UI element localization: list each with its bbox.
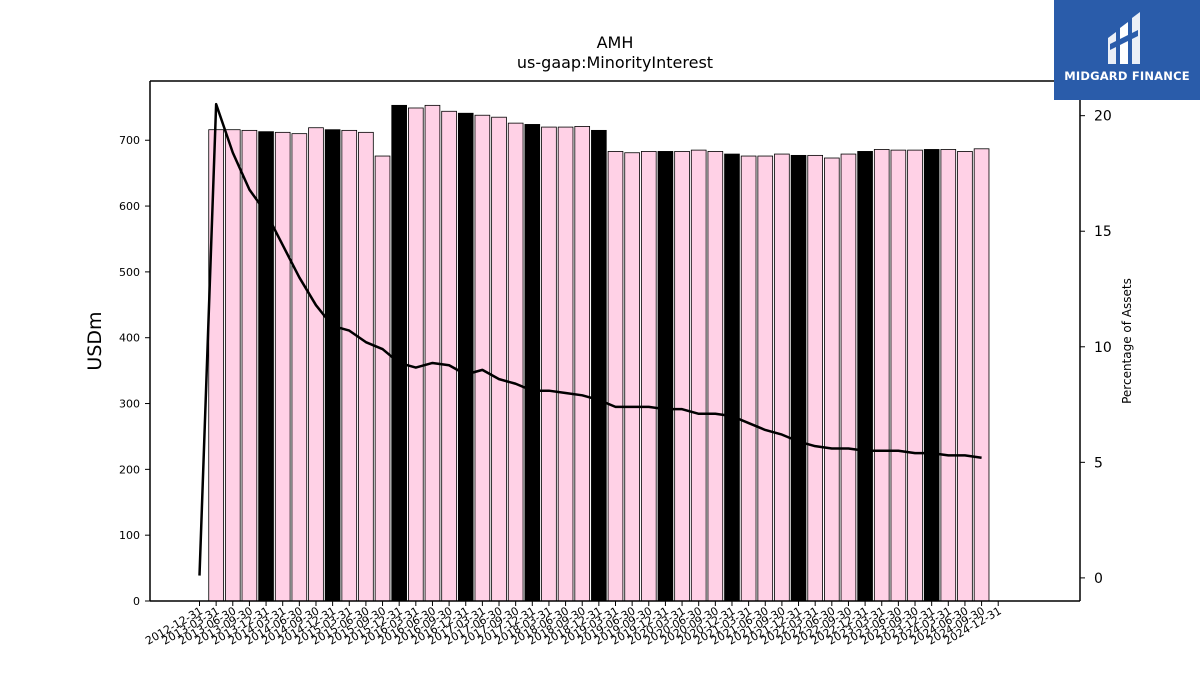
bar-2024-09-30 <box>973 148 990 602</box>
y-axis-ticks: 0 100 200 300 400 500 600 700 <box>119 134 150 608</box>
y-tick-label: 100 <box>119 529 140 542</box>
bar-2021-09-30 <box>774 153 790 602</box>
y2-axis-label: Percentage of Assets <box>1120 278 1134 404</box>
bar-2021-12-31 <box>790 154 807 602</box>
bar-2016-12-31 <box>457 112 474 602</box>
bar-2018-03-31 <box>541 126 557 602</box>
chart-subtitle: us-gaap:MinorityInterest <box>517 53 713 72</box>
y2-tick-label: 10 <box>1094 340 1112 356</box>
y-tick-label: 0 <box>133 595 140 608</box>
y2-tick-label: 0 <box>1094 571 1103 587</box>
bar-2013-12-31 <box>258 131 274 602</box>
y-tick-label: 500 <box>119 266 140 279</box>
bar-2023-06-30 <box>890 149 907 602</box>
bar-2018-12-31 <box>591 129 607 602</box>
logo-text: MIDGARD FINANCE <box>1064 69 1190 83</box>
bar-2022-12-31 <box>857 151 873 602</box>
bar-2018-06-30 <box>557 126 574 602</box>
y-tick-label: 700 <box>119 134 140 147</box>
y-axis-label: USDm <box>84 311 106 370</box>
bar-2014-06-30 <box>291 133 308 602</box>
bar-2014-09-30 <box>308 127 324 602</box>
bar-2023-03-31 <box>873 149 890 602</box>
brand-logo: MIDGARD FINANCE <box>1054 0 1200 100</box>
bar-2015-12-31 <box>391 104 407 602</box>
bar-2017-09-30 <box>507 122 524 602</box>
bar-2014-03-31 <box>274 131 291 602</box>
y-tick-label: 200 <box>119 463 140 476</box>
bar-2016-03-31 <box>408 107 424 602</box>
bar-2019-09-30 <box>640 151 657 602</box>
bar-2016-09-30 <box>441 110 457 602</box>
bar-2020-03-31 <box>674 151 690 602</box>
bar-2013-03-31 <box>208 129 224 602</box>
bar-2021-06-30 <box>757 155 774 602</box>
x-axis-ticks: 2012-12-312013-03-312013-06-302013-09-30… <box>143 601 1004 648</box>
bar-2013-09-30 <box>241 129 258 602</box>
y2-axis-ticks: 0 5 10 15 20 <box>1080 109 1112 587</box>
bar-2015-09-30 <box>374 155 391 602</box>
chart-title: AMH <box>597 33 634 52</box>
bar-2017-12-31 <box>524 124 541 602</box>
bar-2019-12-31 <box>657 151 674 602</box>
bar-2014-12-31 <box>324 129 341 602</box>
percentage-line <box>198 102 982 576</box>
bar-2023-12-31 <box>923 149 940 602</box>
bar-2019-06-30 <box>624 152 640 602</box>
bar-2013-06-30 <box>224 129 241 602</box>
line-group <box>198 102 982 576</box>
bar-2020-06-30 <box>690 149 707 602</box>
bar-2021-03-31 <box>740 155 757 602</box>
bar-2017-03-31 <box>474 114 491 602</box>
bar-2018-09-30 <box>574 126 591 602</box>
bar-2020-12-31 <box>724 153 740 602</box>
logo-mark-icon <box>1108 12 1140 64</box>
y-tick-label: 600 <box>119 200 140 213</box>
bar-2024-06-30 <box>957 151 973 602</box>
bars-group <box>208 104 990 602</box>
y2-tick-label: 5 <box>1094 455 1103 471</box>
bar-2023-09-30 <box>907 149 923 602</box>
bar-2019-03-31 <box>607 151 624 602</box>
bar-2016-06-30 <box>424 104 441 602</box>
bar-2022-03-31 <box>807 154 823 602</box>
y-tick-label: 300 <box>119 398 140 411</box>
bar-2022-06-30 <box>824 157 840 602</box>
y2-tick-label: 15 <box>1094 224 1112 240</box>
bar-2017-06-30 <box>491 116 507 602</box>
bar-2015-06-30 <box>358 131 374 602</box>
y-tick-label: 400 <box>119 332 140 345</box>
bar-2022-09-30 <box>840 153 857 602</box>
bar-2020-09-30 <box>707 151 724 602</box>
bar-2024-03-31 <box>940 149 957 602</box>
y2-tick-label: 20 <box>1094 109 1112 125</box>
bar-2015-03-31 <box>341 129 358 602</box>
